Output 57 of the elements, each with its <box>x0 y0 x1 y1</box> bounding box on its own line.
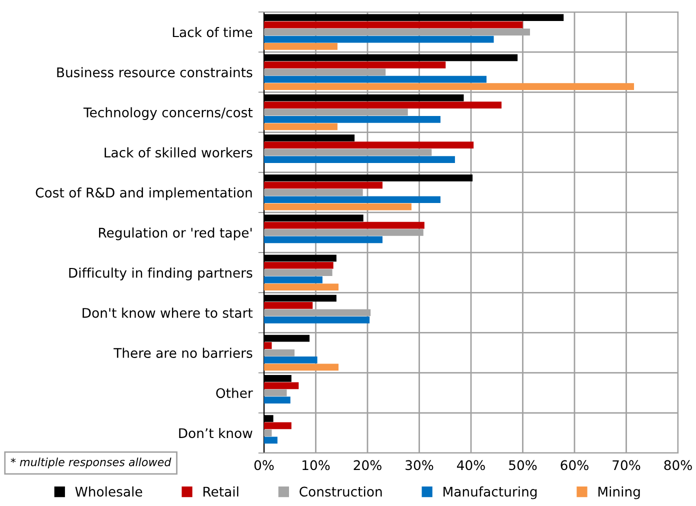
x-tick-label: 60% <box>560 460 588 470</box>
bar <box>264 356 318 364</box>
bar <box>264 156 455 163</box>
legend-label: Retail <box>203 486 238 497</box>
x-tick-label: 80% <box>664 460 692 470</box>
y-tick-label: Don't know where to start <box>82 308 253 318</box>
bar <box>264 76 487 83</box>
bar <box>264 382 299 390</box>
bar <box>264 222 424 229</box>
x-tick-label: 0% <box>254 460 274 470</box>
y-tick-label: Lack of skilled workers <box>104 147 252 158</box>
y-tick-label: Cost of R&D and implementation <box>36 187 252 200</box>
x-tick-label: 10% <box>302 460 330 470</box>
bar <box>264 102 502 108</box>
bar <box>264 196 440 204</box>
legend-label: Wholesale <box>75 486 142 497</box>
bar <box>264 302 313 309</box>
y-tick-label: Lack of time <box>172 27 252 38</box>
y-tick-label: Difficulty in finding partners <box>69 268 252 280</box>
x-tick-label: 70% <box>612 460 640 470</box>
bar <box>264 284 339 290</box>
bar <box>264 203 412 210</box>
x-tick-label: 40% <box>456 460 485 470</box>
bar <box>264 116 440 123</box>
bar <box>264 389 287 396</box>
x-tick-label: 30% <box>406 460 434 470</box>
x-tick-label: 50% <box>509 460 537 470</box>
legend-label: Manufacturing <box>444 486 537 500</box>
y-tick-label: Technology concerns/cost <box>83 107 253 120</box>
bar <box>264 142 474 149</box>
text: * multiple responses allowed <box>10 458 172 468</box>
legend-label: Construction <box>300 486 382 497</box>
x-tick-label: 20% <box>354 460 382 470</box>
bar <box>264 43 338 50</box>
bar <box>264 61 446 68</box>
bar <box>264 342 272 349</box>
bar <box>264 422 292 430</box>
bar <box>264 436 278 444</box>
bar <box>264 364 339 371</box>
y-tick-label: There are no barriers <box>114 348 252 358</box>
legend-label: Mining <box>598 486 640 500</box>
y-tick-label: Regulation or 'red tape' <box>99 227 252 240</box>
bar <box>264 123 338 130</box>
y-tick-label: Don’t know <box>179 428 252 438</box>
bar <box>264 236 383 244</box>
bar <box>264 36 494 43</box>
bar <box>264 21 523 28</box>
bar <box>264 430 272 436</box>
bar <box>264 396 290 404</box>
y-tick-label: Other <box>216 388 253 398</box>
bar <box>264 349 295 356</box>
bar <box>264 182 383 189</box>
bar <box>264 262 334 269</box>
bar <box>264 276 322 284</box>
y-tick-label: Business resource constraints <box>57 67 252 78</box>
bar <box>264 83 634 90</box>
bar <box>264 316 370 324</box>
